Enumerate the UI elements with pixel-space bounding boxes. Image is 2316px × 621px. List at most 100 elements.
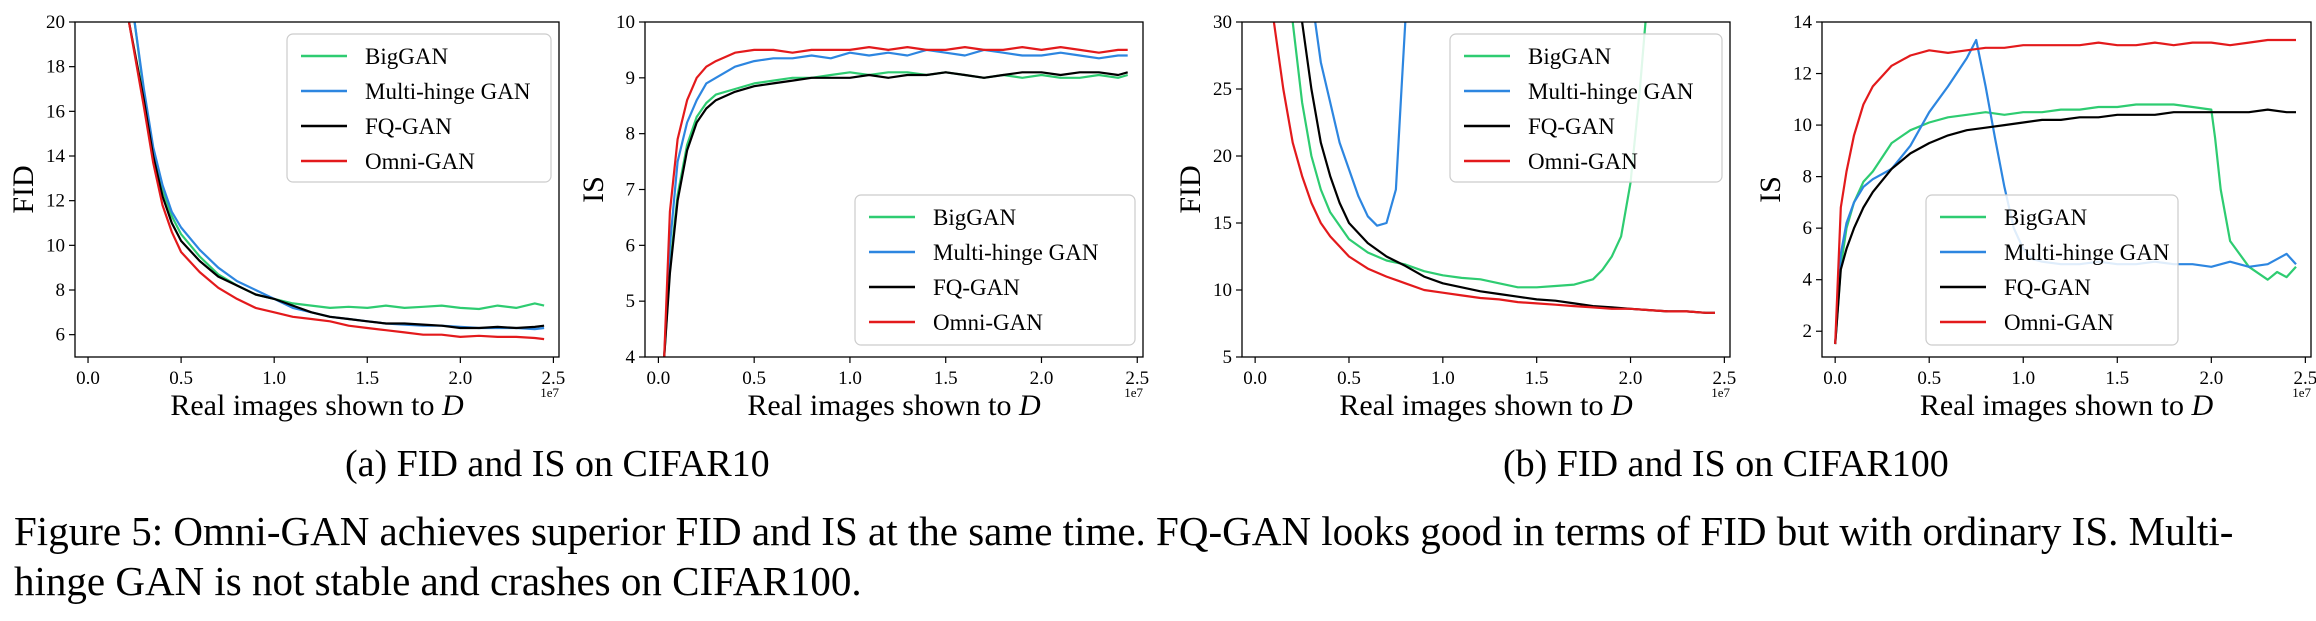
- legend-label: BigGAN: [933, 205, 1016, 230]
- y-axis-label: IS: [577, 176, 610, 203]
- y-tick-label: 14: [1793, 12, 1813, 33]
- legend-box: [1449, 33, 1723, 183]
- legend-box: [1925, 194, 2179, 346]
- y-tick-label: 4: [626, 347, 636, 368]
- x-axis-label: Real images shown to D: [170, 389, 464, 422]
- plot-frame: [1241, 21, 1731, 358]
- y-tick-label: 12: [1793, 64, 1812, 85]
- x-tick-label: 1.5: [1525, 368, 1549, 389]
- x-tick-label: 1.5: [355, 368, 379, 389]
- x-tick-label: 2.0: [1619, 368, 1643, 389]
- x-tick-label: 0.0: [647, 368, 671, 389]
- y-tick-label: 5: [1223, 347, 1233, 368]
- y-tick-label: 15: [1213, 213, 1232, 234]
- x-tick-label: 2.0: [448, 368, 472, 389]
- y-tick-label: 8: [626, 124, 636, 145]
- y-tick-label: 12: [46, 191, 65, 212]
- series-line-fq-gan: [127, 22, 545, 330]
- series-line-biggan: [133, 22, 545, 311]
- x-tick-label: 1.0: [838, 368, 862, 389]
- x-tick-label: 0.0: [1243, 368, 1267, 389]
- series-line-multi-hinge-gan: [663, 48, 1128, 357]
- legend-label: FQ-GAN: [933, 275, 1020, 300]
- y-tick-label: 8: [56, 280, 66, 301]
- legend-label: Multi-hinge GAN: [1528, 79, 1694, 104]
- legend-label: Omni-GAN: [933, 310, 1043, 335]
- figure-canvas: 0.0 0.5 1.0 1.5 2.0 2.5 6 8 10 12 14 16 18 20 Real ima…: [7, 12, 2316, 422]
- series-line-omni-gan: [127, 22, 545, 341]
- series-line-omni-gan: [663, 45, 1128, 357]
- subcaption-a: (a) FID and IS on CIFAR10: [345, 443, 770, 485]
- x-offset-label: 1e7: [1124, 385, 1143, 400]
- y-tick-label: 7: [626, 180, 636, 201]
- legend-label: Multi-hinge GAN: [933, 240, 1099, 265]
- x-axis-label: Real images shown to D: [1920, 389, 2214, 422]
- legend-label: FQ-GAN: [1528, 114, 1615, 139]
- y-tick-label: 6: [1803, 218, 1813, 239]
- legend-label: Omni-GAN: [365, 149, 475, 174]
- x-tick-label: 1.5: [934, 368, 958, 389]
- legend-label: Multi-hinge GAN: [365, 79, 531, 104]
- legend-label: FQ-GAN: [2004, 275, 2091, 300]
- y-tick-label: 30: [1213, 12, 1232, 33]
- x-offset-label: 1e7: [2292, 385, 2311, 400]
- y-tick-label: 2: [1803, 321, 1813, 342]
- x-axis-label: Real images shown to D: [1339, 389, 1633, 422]
- y-tick-label: 20: [1213, 146, 1232, 167]
- legend-box: [854, 194, 1136, 346]
- x-offset-label: 1e7: [1711, 385, 1730, 400]
- y-tick-label: 4: [1803, 270, 1813, 291]
- y-tick-label: 6: [56, 325, 66, 346]
- legend-label: Omni-GAN: [2004, 310, 2114, 335]
- y-axis-label: FID: [1174, 165, 1207, 213]
- x-tick-label: 0.5: [169, 368, 193, 389]
- x-tick-label: 1.0: [262, 368, 286, 389]
- subcaption-b: (b) FID and IS on CIFAR100: [1503, 443, 1949, 485]
- legend-label: FQ-GAN: [365, 114, 452, 139]
- x-tick-label: 0.5: [1337, 368, 1361, 389]
- x-tick-label: 2.0: [1030, 368, 1054, 389]
- series-line-biggan: [1291, 22, 1647, 289]
- figure-caption: Figure 5: Omni-GAN achieves superior FID…: [14, 508, 2234, 604]
- plot-frame: [1821, 21, 2312, 358]
- x-axis-label: Real images shown to D: [747, 389, 1041, 422]
- series-line-biggan: [1834, 103, 2297, 345]
- y-axis-label: IS: [1754, 176, 1787, 203]
- legend-box: [286, 33, 552, 183]
- y-tick-label: 6: [626, 235, 636, 256]
- y-tick-label: 20: [46, 12, 65, 33]
- y-tick-label: 10: [46, 235, 65, 256]
- x-tick-label: 2.0: [2199, 368, 2223, 389]
- x-tick-label: 0.0: [1823, 368, 1847, 389]
- x-tick-label: 2.5: [1125, 368, 1149, 389]
- x-tick-label: 2.5: [542, 368, 566, 389]
- x-tick-label: 1.0: [1431, 368, 1455, 389]
- y-tick-label: 8: [1803, 167, 1813, 188]
- y-tick-label: 5: [626, 291, 636, 312]
- x-tick-label: 1.5: [2105, 368, 2129, 389]
- x-tick-label: 1.0: [2011, 368, 2035, 389]
- legend-label: Omni-GAN: [1528, 149, 1638, 174]
- x-tick-label: 0.0: [76, 368, 100, 389]
- x-tick-label: 0.5: [1917, 368, 1941, 389]
- y-tick-label: 9: [626, 68, 636, 89]
- series-line-fq-gan: [1834, 108, 2296, 345]
- series-line-omni-gan: [1834, 38, 2296, 345]
- series-line-omni-gan: [1272, 22, 1715, 314]
- legend-label: BigGAN: [2004, 205, 2087, 230]
- x-tick-label: 0.5: [742, 368, 766, 389]
- legend-label: BigGAN: [1528, 44, 1611, 69]
- plot-frame: [74, 21, 560, 358]
- legend-label: Multi-hinge GAN: [2004, 240, 2170, 265]
- series-line-fq-gan: [663, 71, 1128, 357]
- x-offset-label: 1e7: [540, 385, 559, 400]
- x-tick-label: 2.5: [1712, 368, 1736, 389]
- y-tick-label: 25: [1213, 79, 1232, 100]
- series-line-multi-hinge-gan: [1314, 22, 1407, 227]
- y-tick-label: 10: [1213, 280, 1232, 301]
- x-tick-label: 2.5: [2293, 368, 2316, 389]
- y-tick-label: 10: [1793, 115, 1812, 136]
- y-tick-label: 10: [616, 12, 635, 33]
- y-axis-label: FID: [7, 165, 40, 213]
- legend-label: BigGAN: [365, 44, 448, 69]
